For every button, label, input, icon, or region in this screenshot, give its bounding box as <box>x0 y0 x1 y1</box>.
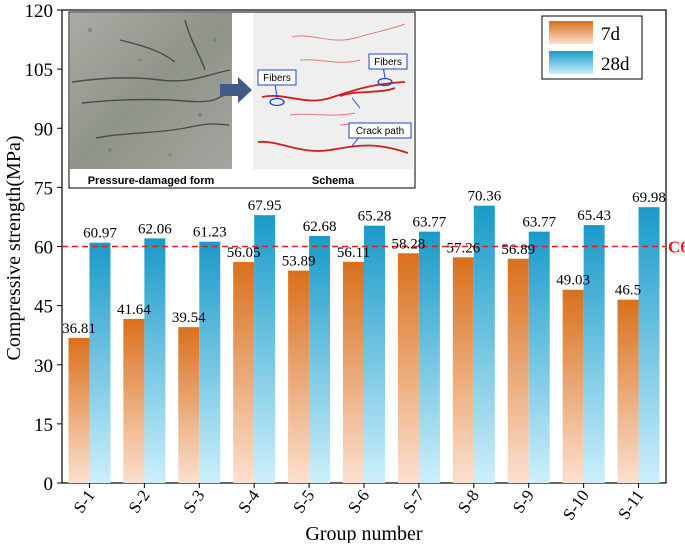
photo-cracks <box>71 19 231 139</box>
bar-label-28d-S-8: 70.36 <box>467 189 501 205</box>
x-tick-label-S-8: S-8 <box>454 486 483 516</box>
x-tick-label-S-4: S-4 <box>234 486 263 517</box>
bar-label-7d-S-7: 58.28 <box>392 236 426 252</box>
bar-28d-S-10 <box>583 225 605 484</box>
x-axis: S-1 S-2 S-3 S-4 S-5 S-6 S-7 S-8 S-9 S-10 S-11 <box>70 483 648 524</box>
bar-28d-S-4 <box>254 215 276 483</box>
inset-figure: Pressure-damaged form Fibers Fibers Crac… <box>68 11 416 189</box>
bar-7d-S-1 <box>68 337 90 483</box>
bar-label-28d-S-10: 65.43 <box>577 208 611 224</box>
bar-7d-S-2 <box>123 318 145 483</box>
y-axis: 0 15 30 45 60 75 90 105 120 <box>25 1 62 495</box>
schema-crack-lines <box>257 81 409 154</box>
bar-28d-S-3 <box>199 241 221 483</box>
bar-label-28d-S-3: 61.23 <box>193 225 227 241</box>
bar-label-7d-S-5: 53.89 <box>282 254 316 270</box>
photo-pores <box>88 28 217 157</box>
bar-label-7d-S-4: 56.05 <box>227 245 261 261</box>
bar-label-7d-S-11: 46.5 <box>615 283 641 299</box>
bar-7d-S-5 <box>288 270 310 483</box>
bar-label-28d-S-2: 62.06 <box>138 221 172 237</box>
x-tick-label-S-3: S-3 <box>179 486 208 516</box>
bar-28d-S-5 <box>309 235 331 483</box>
damaged-specimen-photo <box>70 13 232 169</box>
fiber-marker-left <box>269 97 285 107</box>
bar-7d-S-9 <box>507 258 529 483</box>
bar-label-28d-S-9: 63.77 <box>522 215 556 231</box>
x-tick-label-S-5: S-5 <box>289 486 318 516</box>
bar-label-28d-S-4: 67.95 <box>248 198 282 214</box>
x-tick-label-S-9: S-9 <box>509 486 538 516</box>
legend-label-28d: 28d <box>601 54 630 75</box>
y-tick-label: 30 <box>34 356 53 377</box>
bar-28d-S-6 <box>364 225 385 484</box>
bars <box>68 205 660 484</box>
bar-7d-S-7 <box>397 253 419 483</box>
bar-28d-S-1 <box>89 242 111 483</box>
bar-label-7d-S-10: 49.03 <box>556 273 590 289</box>
x-tick-label-S-11: S-11 <box>614 486 648 523</box>
schema-caption: Schema <box>312 175 355 187</box>
bar-28d-S-9 <box>528 231 550 483</box>
x-tick-label-S-7: S-7 <box>399 486 428 517</box>
bar-7d-S-8 <box>452 257 474 483</box>
bar-7d-S-10 <box>562 289 584 483</box>
bar-label-28d-S-6: 65.28 <box>358 209 392 225</box>
x-axis-title: Group number <box>305 523 423 543</box>
bar-label-28d-S-1: 60.97 <box>83 226 117 242</box>
x-tick-label-S-6: S-6 <box>344 486 373 516</box>
bar-label-7d-S-8: 57.26 <box>446 240 480 256</box>
y-tick-label: 45 <box>34 297 53 318</box>
bar-28d-S-2 <box>144 238 166 483</box>
bar-7d-S-4 <box>233 262 255 483</box>
fiber-marker-right <box>377 77 393 87</box>
y-tick-label: 0 <box>44 474 54 495</box>
y-tick-label: 90 <box>34 119 53 140</box>
bar-7d-S-3 <box>178 327 200 483</box>
bar-7d-S-11 <box>617 299 639 483</box>
bar-label-7d-S-9: 56.89 <box>501 242 535 258</box>
bar-28d-S-11 <box>638 207 660 483</box>
bar-label-7d-S-6: 56.11 <box>337 245 370 261</box>
bar-28d-S-7 <box>418 231 440 483</box>
bar-7d-S-6 <box>343 261 364 483</box>
legend: 7d 28d <box>541 15 643 80</box>
y-axis-title: Compressive strength(MPa) <box>3 136 25 361</box>
bar-label-7d-S-3: 39.54 <box>172 310 206 326</box>
bar-label-28d-S-7: 63.77 <box>413 215 447 231</box>
x-tick-label-S-1: S-1 <box>70 486 99 516</box>
y-tick-label: 75 <box>34 178 53 199</box>
photo-caption: Pressure-damaged form <box>88 175 215 187</box>
bar-label-28d-S-5: 62.68 <box>303 219 337 235</box>
fibers-label-right: Fibers <box>374 57 402 68</box>
y-tick-label: 60 <box>34 238 53 259</box>
reference-line-label: C60 <box>668 238 685 257</box>
legend-label-7d: 7d <box>601 24 621 45</box>
bar-label-7d-S-1: 36.81 <box>62 321 96 337</box>
reference-line-group: C60 <box>62 238 685 257</box>
x-tick-label-S-10: S-10 <box>559 486 593 523</box>
legend-swatch-7d <box>549 21 593 44</box>
arrow-icon <box>220 77 252 103</box>
y-tick-label: 15 <box>34 415 53 436</box>
bar-28d-S-8 <box>473 205 495 483</box>
bar-label-7d-S-2: 41.64 <box>117 302 151 318</box>
bar-label-28d-S-11: 69.98 <box>632 190 666 206</box>
schema-panel <box>253 13 413 169</box>
x-tick-label-S-2: S-2 <box>125 486 154 516</box>
y-tick-label: 105 <box>25 60 54 81</box>
y-tick-label: 120 <box>25 1 54 22</box>
fibers-label-left: Fibers <box>263 73 291 84</box>
crack-path-label: Crack path <box>356 126 404 137</box>
legend-swatch-28d <box>549 51 593 74</box>
